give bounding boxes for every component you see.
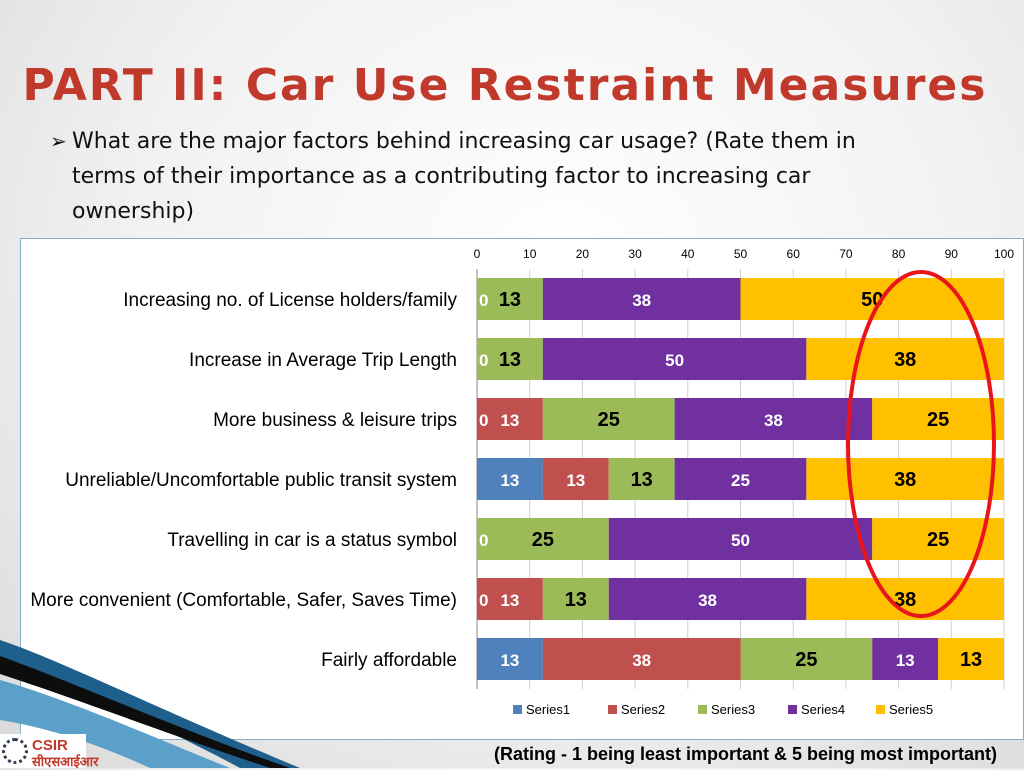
category-labels: Increasing no. of License holders/family… <box>30 290 457 671</box>
data-label: 13 <box>565 589 587 611</box>
logo-text: CSIR <box>32 737 68 754</box>
data-label: 25 <box>795 649 817 671</box>
bar-segment <box>938 638 1004 680</box>
legend-label: Series3 <box>711 702 755 717</box>
question-bullet: ➢ What are the major factors behind incr… <box>50 124 920 229</box>
bar-segment <box>542 278 741 320</box>
category-label: Increase in Average Trip Length <box>189 350 457 371</box>
legend-label: Series2 <box>621 702 665 717</box>
bar-segment <box>542 578 609 620</box>
category-label: Fairly affordable <box>321 650 457 671</box>
rating-footnote: (Rating - 1 being least important & 5 be… <box>494 744 998 764</box>
bar-segment <box>740 638 873 680</box>
data-label: 13 <box>499 289 521 311</box>
data-label: 13 <box>896 651 915 670</box>
x-tick-label: 0 <box>474 247 481 261</box>
x-tick-label: 30 <box>628 247 642 261</box>
bar-segment <box>608 578 807 620</box>
bar-segment <box>542 458 609 500</box>
bar-segment <box>542 338 807 380</box>
data-label: 25 <box>598 409 620 431</box>
data-label: 0 <box>479 591 488 610</box>
legend-label: Series4 <box>801 702 845 717</box>
bar-segment <box>477 638 543 680</box>
data-label: 25 <box>731 471 750 490</box>
category-label: Increasing no. of License holders/family <box>123 290 457 311</box>
category-label: More convenient (Comfortable, Safer, Sav… <box>30 590 457 611</box>
bar-segment <box>477 578 543 620</box>
data-label: 0 <box>479 411 488 430</box>
x-tick-label: 90 <box>945 247 959 261</box>
legend-label: Series5 <box>889 702 933 717</box>
data-label: 50 <box>665 351 684 370</box>
data-label: 25 <box>532 529 554 551</box>
x-tick-label: 60 <box>787 247 801 261</box>
data-label: 38 <box>894 589 916 611</box>
bar-segment <box>542 398 675 440</box>
x-tick-label: 70 <box>839 247 853 261</box>
data-label: 13 <box>500 471 519 490</box>
gear-wheel-icon <box>2 738 28 764</box>
bar-segment <box>477 338 543 380</box>
swoosh-light-shape <box>0 680 230 768</box>
slide-title: PART II: Car Use Restraint Measures <box>22 60 988 111</box>
data-label: 13 <box>500 591 519 610</box>
legend: Series1 Series2 Series3 Series4 Series5 <box>513 702 933 717</box>
bar-segment <box>674 458 807 500</box>
legend-swatch <box>608 705 617 714</box>
bar-segment <box>608 518 873 560</box>
x-tick-label: 20 <box>576 247 590 261</box>
bar-segment <box>477 278 543 320</box>
category-label: Travelling in car is a status symbol <box>167 530 457 551</box>
data-label: 38 <box>894 349 916 371</box>
data-label: 38 <box>698 591 717 610</box>
data-label: 13 <box>566 471 585 490</box>
decorative-swoosh <box>0 640 300 768</box>
data-label: 25 <box>927 409 949 431</box>
legend-swatch <box>876 705 885 714</box>
csir-logo: CSIR सीएसआईआर <box>0 734 98 769</box>
data-label: 13 <box>500 411 519 430</box>
bar-segment <box>872 638 939 680</box>
x-tick-label: 100 <box>994 247 1014 261</box>
legend-label: Series1 <box>526 702 570 717</box>
legend-swatch <box>788 705 797 714</box>
logo-subtext: सीएसआईआर <box>32 754 99 769</box>
bar-segment <box>542 638 741 680</box>
x-tick-labels: 0 10 20 30 40 50 60 70 80 90 100 <box>474 247 1015 261</box>
data-label: 13 <box>499 349 521 371</box>
data-label: 38 <box>894 469 916 491</box>
swoosh-blue-shape <box>0 640 300 768</box>
data-label: 0 <box>479 291 488 310</box>
bar-segment <box>477 398 543 440</box>
data-label: 0 <box>479 531 488 550</box>
question-text: What are the major factors behind increa… <box>72 129 856 224</box>
data-label: 50 <box>861 289 883 311</box>
x-tick-label: 80 <box>892 247 906 261</box>
legend-swatch <box>698 705 707 714</box>
legend-swatch <box>513 705 522 714</box>
data-label: 13 <box>631 469 653 491</box>
category-label: More business & leisure trips <box>213 410 457 431</box>
data-label: 38 <box>632 651 651 670</box>
data-label: 25 <box>927 529 949 551</box>
data-label: 38 <box>632 291 651 310</box>
arrow-bullet-icon: ➢ <box>50 129 67 153</box>
category-label: Unreliable/Uncomfortable public transit … <box>65 470 457 491</box>
bar-segment <box>477 518 609 560</box>
bar-segment <box>674 398 873 440</box>
data-label: 38 <box>764 411 783 430</box>
x-tick-label: 50 <box>734 247 748 261</box>
x-tick-label: 10 <box>523 247 537 261</box>
data-label: 0 <box>479 351 488 370</box>
swoosh-dark-shape <box>0 656 290 768</box>
x-tick-label: 40 <box>681 247 695 261</box>
data-label: 13 <box>960 649 982 671</box>
data-label: 13 <box>500 651 519 670</box>
bar-segment <box>608 458 675 500</box>
bar-segment <box>477 458 543 500</box>
data-label: 50 <box>731 531 750 550</box>
